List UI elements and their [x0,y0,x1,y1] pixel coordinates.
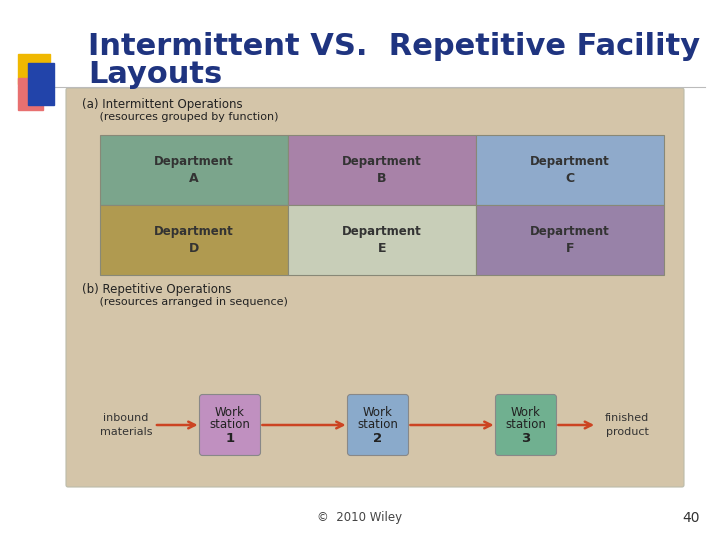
Text: B: B [377,172,387,186]
Text: Layouts: Layouts [88,60,222,89]
Text: Work: Work [511,407,541,420]
Text: Department: Department [342,226,422,239]
Text: D: D [189,242,199,255]
Bar [476,135,664,205]
Text: station: station [210,418,251,431]
Text: Department: Department [154,156,234,168]
Text: materials: materials [100,427,152,437]
FancyBboxPatch shape [199,395,261,456]
Bar [100,135,288,205]
Text: Work: Work [363,407,393,420]
Text: station: station [505,418,546,431]
Text: (b) Repetitive Operations: (b) Repetitive Operations [82,283,232,296]
Text: Department: Department [154,226,234,239]
Text: E: E [378,242,386,255]
Text: (a) Intermittent Operations: (a) Intermittent Operations [82,98,243,111]
Text: inbound: inbound [103,413,149,423]
Bar [288,205,476,275]
Bar [288,135,476,205]
Bar [28,63,54,105]
Text: (resources arranged in sequence): (resources arranged in sequence) [82,297,288,307]
Text: (resources grouped by function): (resources grouped by function) [82,112,279,122]
Text: Department: Department [530,226,610,239]
Text: Intermittent VS.  Repetitive Facility: Intermittent VS. Repetitive Facility [88,32,700,61]
Text: 1: 1 [225,431,235,444]
FancyBboxPatch shape [348,395,408,456]
Text: 2: 2 [374,431,382,444]
Bar [476,205,664,275]
Bar [18,78,43,110]
Text: 3: 3 [521,431,531,444]
Text: 40: 40 [683,511,700,525]
Text: finished: finished [605,413,649,423]
Text: Department: Department [530,156,610,168]
Text: F: F [566,242,575,255]
Text: Department: Department [342,156,422,168]
FancyBboxPatch shape [66,88,684,487]
Text: product: product [606,427,649,437]
Text: Work: Work [215,407,245,420]
Text: C: C [565,172,575,186]
Text: ©  2010 Wiley: © 2010 Wiley [318,511,402,524]
Text: station: station [358,418,398,431]
Text: A: A [189,172,199,186]
FancyBboxPatch shape [495,395,557,456]
Bar [100,205,288,275]
Bar [18,54,50,84]
